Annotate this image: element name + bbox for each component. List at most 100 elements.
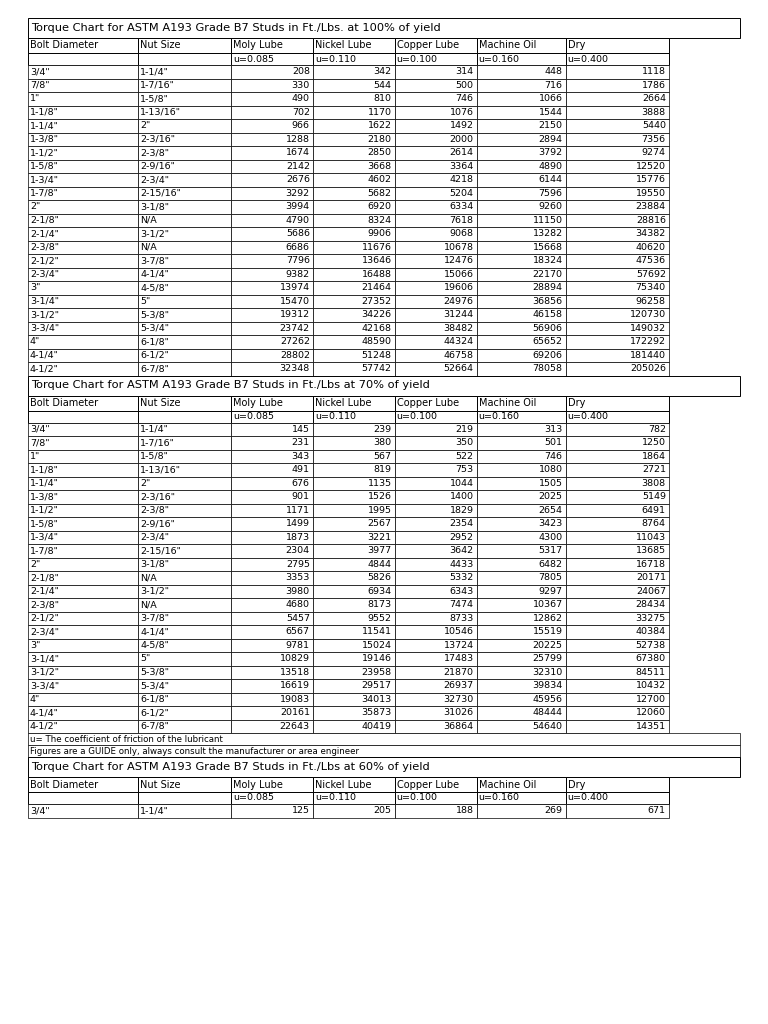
Text: Nickel Lube: Nickel Lube bbox=[315, 398, 371, 408]
Bar bbox=[477, 173, 565, 186]
Bar bbox=[138, 463, 231, 476]
Text: 6482: 6482 bbox=[538, 560, 562, 568]
Text: 500: 500 bbox=[455, 81, 474, 90]
Bar bbox=[477, 436, 565, 450]
Text: 19083: 19083 bbox=[280, 694, 310, 703]
Text: 6144: 6144 bbox=[538, 175, 562, 184]
Bar bbox=[395, 423, 477, 436]
Bar bbox=[313, 450, 395, 463]
Bar bbox=[313, 105, 395, 119]
Text: 205: 205 bbox=[374, 806, 392, 815]
Text: 26937: 26937 bbox=[443, 681, 474, 690]
Text: 5": 5" bbox=[141, 654, 151, 664]
Bar bbox=[395, 504, 477, 517]
Text: u=0.400: u=0.400 bbox=[568, 412, 608, 421]
Text: 11676: 11676 bbox=[362, 243, 392, 252]
Bar bbox=[395, 53, 477, 65]
Bar bbox=[231, 517, 313, 530]
Bar bbox=[28, 376, 740, 395]
Text: 145: 145 bbox=[292, 425, 310, 434]
Bar bbox=[313, 308, 395, 322]
Text: 6343: 6343 bbox=[449, 587, 474, 596]
Text: Dry: Dry bbox=[568, 398, 585, 408]
Text: 2614: 2614 bbox=[449, 148, 474, 158]
Bar bbox=[565, 490, 669, 504]
Text: 57692: 57692 bbox=[636, 269, 666, 279]
Bar bbox=[477, 200, 565, 213]
Text: u=0.400: u=0.400 bbox=[568, 794, 608, 803]
Bar bbox=[477, 557, 565, 571]
Bar bbox=[313, 348, 395, 362]
Bar bbox=[477, 666, 565, 679]
Text: 330: 330 bbox=[292, 81, 310, 90]
Text: Nickel Lube: Nickel Lube bbox=[315, 779, 371, 790]
Bar bbox=[477, 450, 565, 463]
Text: 11541: 11541 bbox=[362, 628, 392, 636]
Text: 2-3/16": 2-3/16" bbox=[141, 135, 175, 143]
Text: 75340: 75340 bbox=[636, 284, 666, 292]
Bar bbox=[395, 436, 477, 450]
Text: 7474: 7474 bbox=[449, 600, 474, 609]
Text: 69206: 69206 bbox=[532, 351, 562, 359]
Text: u=0.100: u=0.100 bbox=[397, 54, 438, 63]
Bar bbox=[477, 490, 565, 504]
Text: u=0.110: u=0.110 bbox=[315, 794, 356, 803]
Bar bbox=[28, 160, 138, 173]
Text: 1-7/8": 1-7/8" bbox=[30, 188, 59, 198]
Bar bbox=[477, 254, 565, 267]
Bar bbox=[395, 132, 477, 146]
Text: 1-13/16": 1-13/16" bbox=[141, 108, 181, 117]
Bar bbox=[231, 213, 313, 227]
Bar bbox=[231, 639, 313, 652]
Text: 4680: 4680 bbox=[286, 600, 310, 609]
Bar bbox=[313, 395, 395, 411]
Bar bbox=[477, 92, 565, 105]
Bar bbox=[313, 517, 395, 530]
Bar bbox=[395, 557, 477, 571]
Bar bbox=[313, 160, 395, 173]
Bar bbox=[28, 544, 138, 557]
Text: 25799: 25799 bbox=[532, 654, 562, 664]
Bar bbox=[477, 706, 565, 720]
Text: Copper Lube: Copper Lube bbox=[397, 779, 458, 790]
Text: 11043: 11043 bbox=[636, 532, 666, 542]
Bar bbox=[138, 411, 231, 423]
Text: 1-1/2": 1-1/2" bbox=[30, 148, 59, 158]
Bar bbox=[477, 530, 565, 544]
Bar bbox=[477, 571, 565, 585]
Text: 28894: 28894 bbox=[532, 284, 562, 292]
Text: 19146: 19146 bbox=[362, 654, 392, 664]
Bar bbox=[138, 792, 231, 804]
Text: 1-5/8": 1-5/8" bbox=[141, 94, 169, 103]
Bar bbox=[231, 308, 313, 322]
Text: 3": 3" bbox=[30, 641, 41, 650]
Text: 671: 671 bbox=[647, 806, 666, 815]
Bar bbox=[138, 146, 231, 160]
Bar bbox=[395, 241, 477, 254]
Text: 6-7/8": 6-7/8" bbox=[141, 365, 169, 374]
Bar bbox=[565, 792, 669, 804]
Text: 4-1/4": 4-1/4" bbox=[30, 709, 59, 717]
Bar bbox=[138, 65, 231, 79]
Bar bbox=[28, 38, 138, 53]
Text: 13724: 13724 bbox=[443, 641, 474, 650]
Text: 676: 676 bbox=[292, 479, 310, 487]
Bar bbox=[138, 423, 231, 436]
Text: 3808: 3808 bbox=[642, 479, 666, 487]
Bar bbox=[313, 92, 395, 105]
Text: Torque Chart for ASTM A193 Grade B7 Studs in Ft./Lbs. at 100% of yield: Torque Chart for ASTM A193 Grade B7 Stud… bbox=[31, 23, 441, 33]
Text: 3-3/4": 3-3/4" bbox=[30, 324, 59, 333]
Bar bbox=[28, 132, 138, 146]
Text: 9781: 9781 bbox=[286, 641, 310, 650]
Bar bbox=[231, 65, 313, 79]
Bar bbox=[395, 411, 477, 423]
Bar bbox=[28, 639, 138, 652]
Bar bbox=[565, 308, 669, 322]
Bar bbox=[477, 423, 565, 436]
Bar bbox=[231, 804, 313, 817]
Text: 10678: 10678 bbox=[444, 243, 474, 252]
Text: 6686: 6686 bbox=[286, 243, 310, 252]
Text: 380: 380 bbox=[373, 438, 392, 447]
Bar bbox=[138, 557, 231, 571]
Bar bbox=[477, 53, 565, 65]
